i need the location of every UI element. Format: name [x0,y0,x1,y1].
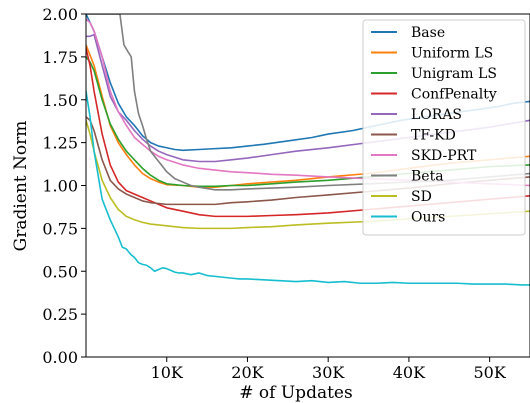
x-tick-label: 10K [151,363,184,382]
x-axis: 10K 20K 30K 40K 50K [151,357,507,382]
y-axis-title: Gradient Norm [11,121,31,252]
x-axis-title: # of Updates [239,383,352,403]
legend-label: Uniform LS [411,46,493,62]
legend: Base Uniform LS Unigram LS ConfPenalty LORAS… [362,19,526,236]
y-tick-label: 1.50 [42,91,78,110]
y-tick-label: 1.00 [42,177,78,196]
y-tick-label: 0.25 [42,305,78,324]
legend-label: Unigram LS [411,66,497,82]
y-tick-label: 1.75 [42,48,78,67]
legend-label: Beta [411,169,444,185]
series-line-9 [86,90,530,286]
legend-label: SKD-PRT [411,148,477,164]
y-tick-label: 0.75 [42,219,78,238]
x-tick-label: 30K [312,363,345,382]
legend-label: Base [411,25,445,41]
legend-box [362,19,526,236]
legend-label: Ours [411,210,445,226]
legend-label: LORAS [411,107,462,123]
legend-label: ConfPenalty [411,87,497,103]
y-axis: 0.00 0.25 0.50 0.75 1.00 1.25 1.50 1.75 2.00 [42,5,86,367]
y-tick-label: 1.25 [42,134,78,153]
series-line-7 [86,14,530,191]
y-tick-label: 0.00 [42,348,78,367]
x-tick-label: 40K [393,363,426,382]
x-tick-label: 50K [473,363,506,382]
legend-label: TF-KD [411,128,456,144]
legend-label: SD [411,189,432,205]
y-tick-label: 0.50 [42,262,78,281]
x-tick-label: 20K [231,363,264,382]
y-tick-label: 2.00 [42,5,78,24]
